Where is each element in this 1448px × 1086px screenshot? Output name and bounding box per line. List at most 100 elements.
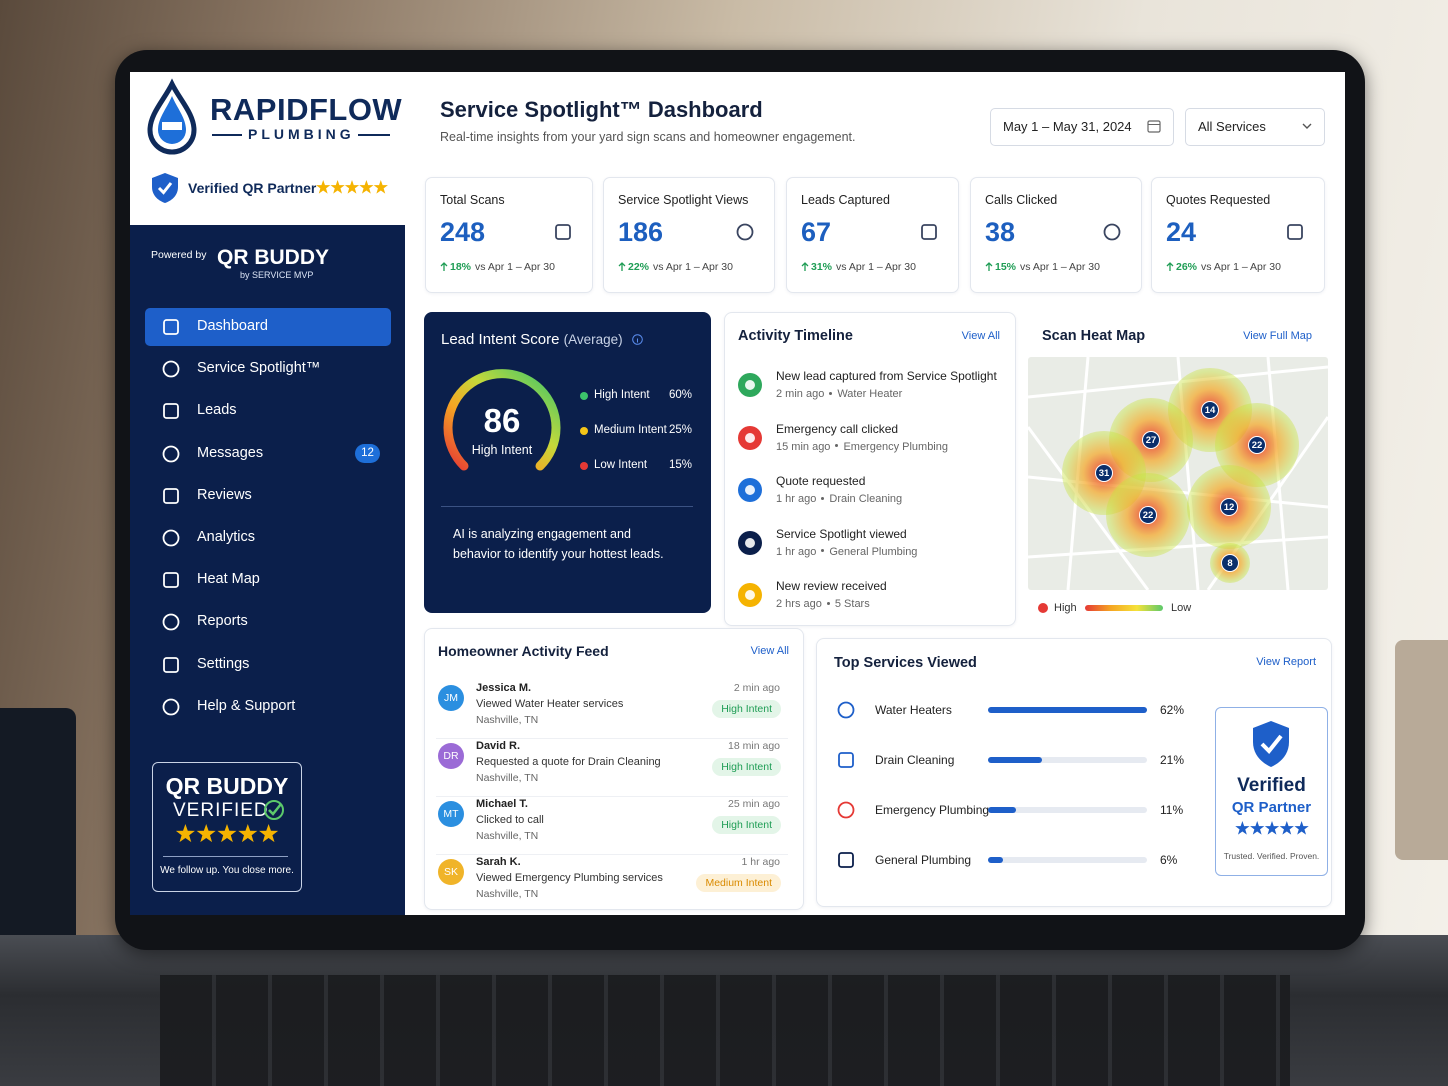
nav-label: Reports [197,613,248,630]
nav-label: Reviews [197,486,252,503]
star [259,824,279,843]
nav-item[interactable] [145,603,391,641]
nav-icon [163,656,179,673]
up-arrow [618,262,626,271]
nav-label: Settings [197,655,250,672]
heat-marker[interactable]: 27 [1142,431,1160,449]
nav-item[interactable] [145,646,391,684]
heat-marker[interactable]: 22 [1139,506,1157,524]
heat-marker[interactable]: 8 [1221,554,1239,572]
activity-title: Quote requested [776,474,866,488]
sidebar-badge-rule [163,856,288,857]
activity-title: Emergency call clicked [776,421,899,436]
up-arrow [801,262,809,271]
kpi-change-row: 18% vs Apr 1 – Apr 30 [450,261,555,273]
star [217,824,237,843]
activity-icon-glyph [745,380,755,390]
legend-low: Low [1171,602,1192,614]
kpi-value: 186 [618,217,664,247]
nav-icon [162,445,180,462]
activity-title: New review received [776,579,887,593]
star [1294,821,1309,835]
nav-item[interactable] [145,519,391,557]
activity-card [724,312,1016,626]
service-name: Emergency Plumbing [875,803,990,817]
brand-rule [358,134,390,136]
kpi-value: 24 [1166,217,1197,247]
activity-meta: 1 hr ago Drain Cleaning [776,493,902,505]
service-pct: 62% [1160,703,1185,717]
powered-name: QR BUDDY [217,246,330,269]
feed-link[interactable]: View All [750,645,789,657]
feed-name: David R. [476,740,521,752]
intent-dot [580,462,588,470]
heat-marker[interactable]: 12 [1220,498,1238,516]
avatar: JM [438,685,464,711]
sidebar-badge-verified: VERIFIED [173,800,269,821]
activity-time: 2 min ago [776,388,825,400]
rating-stars [1235,821,1309,837]
heat-map[interactable]: 14 27 22 31 22 12 8 [1028,357,1328,590]
verified-badge-text: Verified QR Partner [188,180,317,196]
rating-stars [316,180,388,196]
lead-intent-qualifier: (Average) [563,332,623,347]
sidebar-badge-tagline: We follow up. You close more. [160,865,294,876]
service-filter[interactable] [1185,108,1325,146]
activity-meta: 2 hrs ago 5 Stars [776,598,870,610]
service-filter-text: All Services [1198,119,1266,134]
kpi-value: 38 [985,217,1016,247]
activity-icon-glyph [745,537,755,548]
bar [988,807,1017,813]
bar-track [988,807,1147,813]
calendar-icon [1147,120,1161,133]
activity-title: Activity Timeline [738,328,853,344]
star [238,824,258,843]
kpi-card [603,177,775,293]
avatar: DR [438,743,464,769]
bar-track [988,757,1147,763]
services-link[interactable]: View Report [1256,656,1316,668]
lead-intent-title: Lead Intent Score (Average) [441,331,623,348]
nav-icon [162,529,180,547]
heat-map-link[interactable]: View Full Map [1243,330,1312,342]
kpi-compare: vs Apr 1 – Apr 30 [1201,261,1281,273]
intent-pill: High Intent [712,700,781,718]
activity-link[interactable]: View All [961,330,1000,342]
feed-time: 25 min ago [728,798,780,810]
date-range-picker[interactable] [990,108,1174,146]
intent-score: 86 [483,402,521,439]
activity-icon-glyph [745,432,755,443]
nav-item[interactable] [145,308,391,346]
star [316,180,331,194]
nav-item[interactable] [145,561,391,599]
bar [988,857,1004,863]
nav-item[interactable] [145,477,391,515]
star [1279,821,1294,835]
nav-label: Help & Support [197,697,296,714]
intent-label: Low Intent [594,459,648,471]
nav-label: Leads [197,402,237,419]
heat-marker[interactable]: 31 [1095,464,1113,482]
heat-marker[interactable]: 22 [1248,436,1266,454]
heat-marker[interactable]: 14 [1201,401,1219,419]
kpi-compare: vs Apr 1 – Apr 30 [475,261,555,273]
feed-action: Viewed Water Heater services [476,698,624,710]
kpi-icon [736,223,754,241]
kpi-card [970,177,1142,293]
legend-gradient [1085,605,1163,611]
nav-icon [163,487,179,504]
feed-time: 18 min ago [728,740,780,752]
partner-shield [1253,721,1289,767]
intent-pct: 15% [668,459,692,471]
kpi-icon [921,224,937,240]
lead-intent-title-text: Lead Intent Score [441,331,560,348]
nav-item[interactable] [145,392,391,430]
feed-location: Nashville, TN [476,714,539,726]
service-name: General Plumbing [875,853,972,867]
bar [988,707,1147,713]
brand-sub: PLUMBING [248,126,355,142]
service-pct: 21% [1160,753,1185,767]
kpi-icon [1103,223,1121,241]
activity-meta: 1 hr ago General Plumbing [776,546,917,558]
